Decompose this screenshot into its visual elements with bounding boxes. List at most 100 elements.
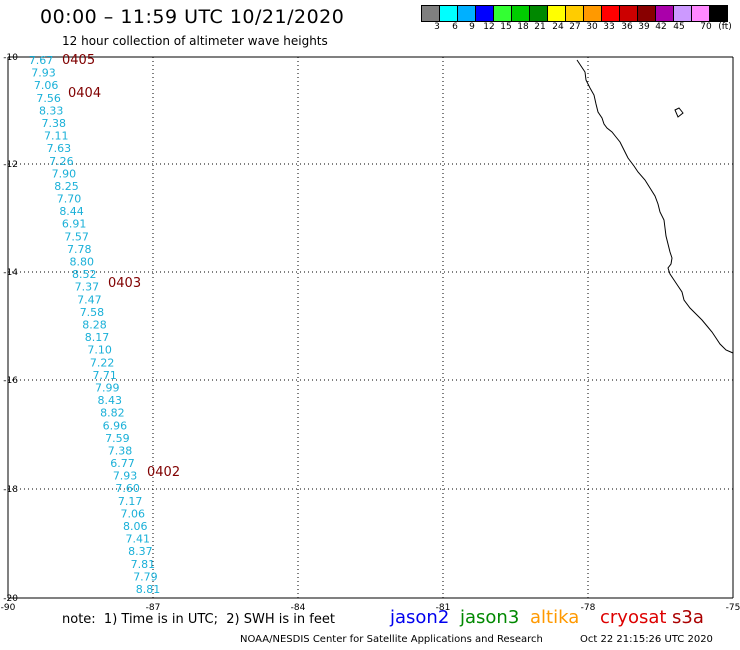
legend-swatch	[421, 5, 440, 22]
wave-height-value: 7.71	[92, 369, 117, 382]
legend-swatch	[674, 5, 692, 22]
wave-height-value: 7.06	[34, 79, 59, 92]
lon-tick-label: -81	[436, 603, 451, 613]
wave-height-value: 7.17	[118, 495, 143, 508]
satellite-s3a: s3a	[672, 607, 704, 628]
wave-height-value: 7.57	[64, 230, 89, 243]
legend-swatch	[638, 5, 656, 22]
lon-tick-label: -84	[291, 603, 306, 613]
legend-label: 6	[452, 22, 458, 32]
wave-height-value: 7.41	[126, 533, 151, 546]
wave-height-value: 7.10	[87, 344, 112, 357]
wave-height-value: 8.52	[72, 268, 97, 281]
legend-swatch	[548, 5, 566, 22]
legend-label: 36	[621, 22, 633, 32]
wave-height-value: 7.63	[47, 142, 72, 155]
wave-height-value: 8.43	[98, 394, 123, 407]
wave-height-value: 7.93	[31, 67, 56, 80]
legend-label: 39	[638, 22, 650, 32]
page-subtitle: 12 hour collection of altimeter wave hei…	[62, 34, 328, 48]
legend-swatch	[494, 5, 512, 22]
wave-height-value: 7.38	[41, 117, 66, 130]
legend-swatch	[512, 5, 530, 22]
wave-height-value: 6.91	[62, 218, 87, 231]
legend-swatch	[692, 5, 710, 22]
wave-height-value: 7.67	[29, 54, 54, 67]
wave-height-value: 7.56	[36, 92, 61, 105]
wave-height-value: 8.82	[100, 407, 125, 420]
lon-tick-label: -75	[726, 603, 740, 613]
lat-tick-label: -12	[3, 160, 18, 170]
legend-label: 18	[517, 22, 529, 32]
wave-height-value: 8.17	[85, 331, 110, 344]
note-text: note: 1) Time is in UTC; 2) SWH is in fe…	[62, 612, 335, 627]
legend-label: 21	[534, 22, 546, 32]
coastline	[576, 59, 734, 354]
satellite-jason2: jason2	[390, 607, 450, 628]
satellite-jason3: jason3	[460, 607, 520, 628]
wave-height-value: 8.80	[70, 256, 95, 269]
lat-tick-label: -10	[3, 53, 18, 63]
map-grid	[7, 56, 734, 599]
wave-height-value: 8.06	[123, 520, 148, 533]
wave-height-value: 7.93	[113, 470, 138, 483]
legend-label: 45	[673, 22, 685, 32]
time-label: 0404	[68, 86, 101, 101]
legend-label: 30	[586, 22, 598, 32]
legend-label: 27	[569, 22, 581, 32]
legend-label: 70	[700, 22, 712, 32]
wave-height-value: 8.28	[82, 319, 107, 332]
wave-height-value: 7.59	[105, 432, 130, 445]
wave-height-value: 7.60	[115, 482, 140, 495]
wave-height-value: 8.25	[54, 180, 79, 193]
wave-height-value: 7.38	[108, 444, 133, 457]
timestamp-text: Oct 22 21:15:26 UTC 2020	[580, 634, 713, 645]
legend-label: 12	[483, 22, 495, 32]
lat-tick-label: -18	[3, 485, 18, 495]
legend-label: 9	[469, 22, 475, 32]
time-label: 0402	[147, 465, 180, 480]
legend-swatch	[530, 5, 548, 22]
wave-height-value: 6.77	[110, 457, 135, 470]
time-label: 0405	[62, 53, 95, 68]
wave-height-value: 8.81	[136, 583, 161, 596]
lon-tick-label: -78	[581, 603, 596, 613]
legend-label: (ft)	[718, 22, 732, 32]
lon-tick-label: -90	[1, 603, 16, 613]
lat-tick-label: -16	[3, 376, 18, 386]
wave-height-value: 7.22	[90, 356, 115, 369]
color-legend	[421, 5, 728, 22]
wave-height-value: 8.37	[128, 545, 153, 558]
legend-swatch	[458, 5, 476, 22]
wave-height-track: 7.677.937.067.568.337.387.117.637.267.90…	[29, 54, 161, 596]
wave-height-value: 7.58	[80, 306, 105, 319]
wave-height-value: 7.81	[131, 558, 156, 571]
wave-height-value: 7.78	[67, 243, 92, 256]
legend-swatch	[440, 5, 458, 22]
wave-height-value: 7.99	[95, 381, 120, 394]
legend-label: 24	[552, 22, 564, 32]
lat-tick-label: -14	[3, 268, 18, 278]
wave-height-value: 6.96	[103, 419, 128, 432]
wave-height-value: 7.11	[44, 130, 69, 143]
legend-label: 3	[434, 22, 440, 32]
satellite-altika: altika	[530, 607, 580, 628]
lat-tick-label: -20	[3, 594, 18, 604]
legend-swatch	[710, 5, 728, 22]
wave-height-value: 7.47	[77, 293, 102, 306]
island-shape	[674, 107, 684, 118]
wave-height-value: 8.44	[59, 205, 84, 218]
legend-swatch	[566, 5, 584, 22]
axis-labels: -10 -12 -14 -16 -18 -20-90 -87 -84 -81 -78 -75	[1, 53, 740, 613]
legend-label: 15	[500, 22, 512, 32]
wave-height-value: 7.79	[133, 570, 158, 583]
legend-label: 33	[603, 22, 615, 32]
legend-swatch	[620, 5, 638, 22]
wave-height-value: 7.70	[57, 193, 82, 206]
wave-height-value: 7.26	[49, 155, 74, 168]
wave-height-value: 8.33	[39, 104, 64, 117]
page-title: 00:00 – 11:59 UTC 10/21/2020	[40, 6, 345, 28]
satellite-cryosat: cryosat	[600, 607, 667, 628]
time-labels: 0405 0404 0403 0402	[62, 53, 180, 480]
